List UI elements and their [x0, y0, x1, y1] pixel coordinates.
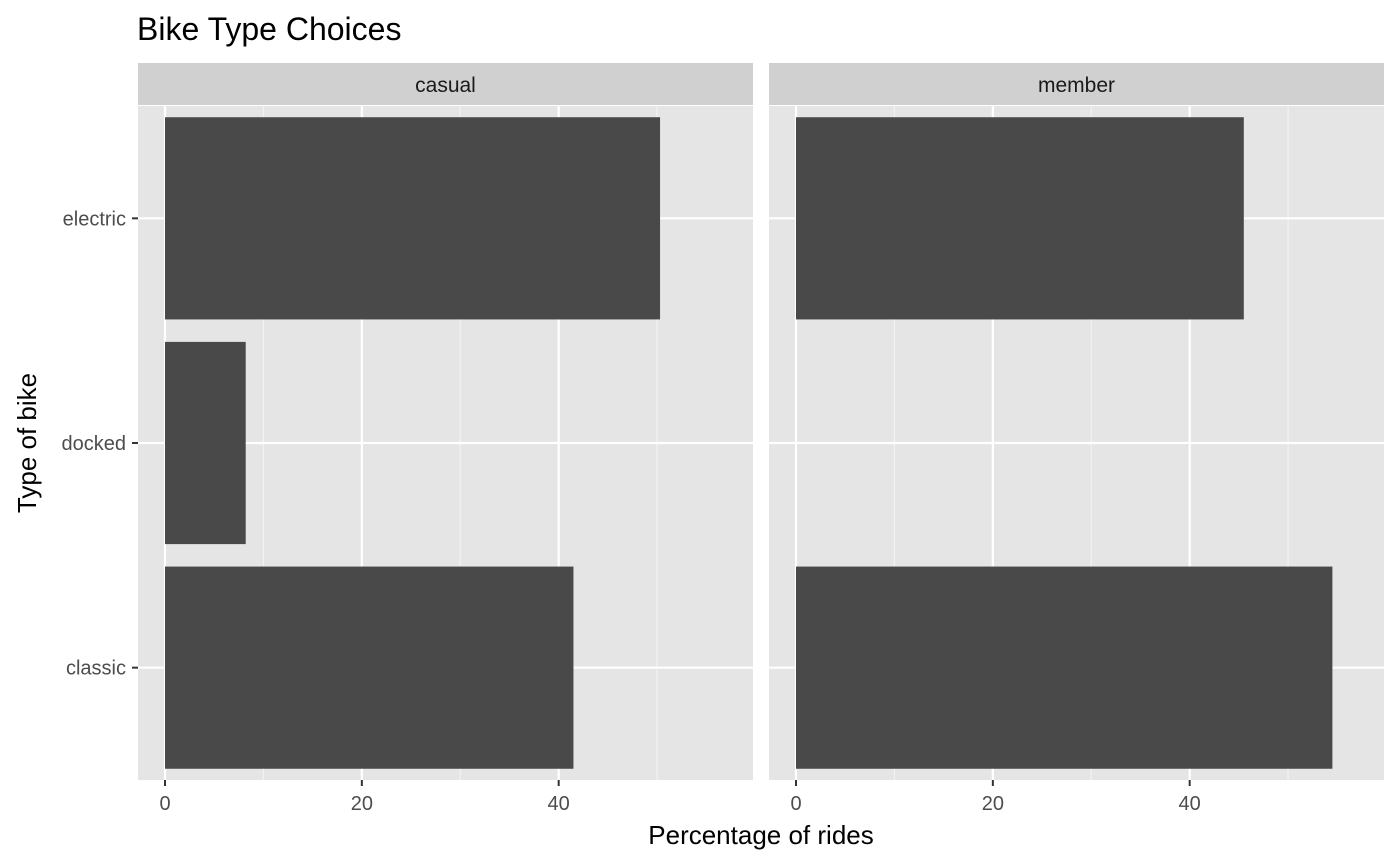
x-tick-label: 20: [351, 793, 373, 815]
y-axis: electric docked classic: [62, 208, 138, 680]
x-tick-label: 0: [790, 793, 801, 815]
y-tick-label-docked: docked: [62, 433, 127, 455]
x-tick-label: 20: [982, 793, 1004, 815]
bar-casual-docked: [165, 341, 246, 545]
bar-casual-classic: [165, 566, 574, 769]
bar-casual-electric: [165, 117, 661, 320]
facet-strip-label: casual: [415, 74, 476, 97]
facet-panel-member: member 0 20 40: [769, 63, 1384, 815]
facet-strip: [138, 63, 753, 105]
x-axis-title: Percentage of rides: [648, 820, 873, 850]
facet-panels: casual 0 20 40 member 0 20 40: [138, 63, 1384, 815]
y-axis-title: Type of bike: [12, 373, 42, 513]
chart-title: Bike Type Choices: [137, 11, 401, 47]
y-tick-label-classic: classic: [66, 658, 126, 680]
bar-member-electric: [796, 117, 1244, 320]
y-tick-label-electric: electric: [63, 208, 126, 230]
facet-panel-casual: casual 0 20 40: [138, 63, 753, 815]
x-tick-label: 40: [1179, 793, 1201, 815]
x-tick-label: 0: [159, 793, 170, 815]
facet-strip: [769, 63, 1384, 105]
bar-member-classic: [796, 566, 1333, 769]
facet-strip-label: member: [1038, 74, 1115, 97]
x-tick-label: 40: [548, 793, 570, 815]
